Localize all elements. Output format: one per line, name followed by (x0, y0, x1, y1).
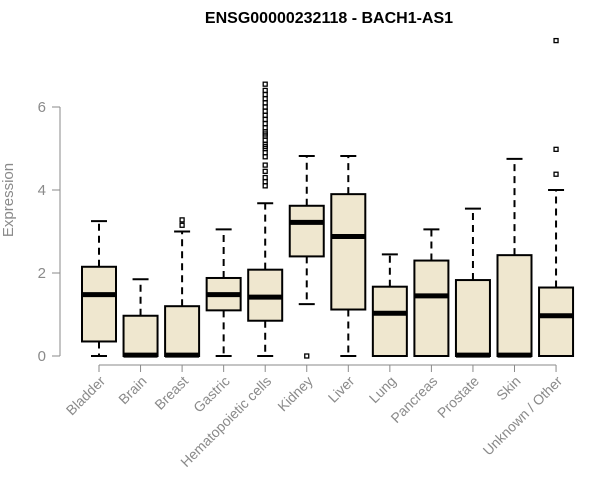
box-iqr (454, 279, 491, 357)
box-hematopoietic-cells (247, 81, 284, 357)
outlier-point (262, 87, 268, 94)
outlier-point (304, 353, 310, 359)
box-iqr (122, 314, 159, 357)
box-lung (371, 253, 408, 358)
outlier-point (262, 100, 268, 106)
box-gastric (205, 228, 242, 357)
box-breast (164, 217, 201, 358)
outlier-point (262, 108, 268, 114)
outlier-point (262, 154, 268, 160)
box-bladder (81, 220, 117, 357)
x-tick-label-breast: Breast (151, 373, 191, 413)
box-kidney (288, 154, 325, 359)
outlier-point (553, 146, 559, 152)
box-iqr (164, 305, 201, 358)
y-tick-label-2: 2 (38, 265, 46, 282)
x-tick-label-brain: Brain (115, 373, 149, 407)
box-pancreas (413, 228, 450, 357)
box-skin (496, 157, 533, 358)
y-tick-label-4: 4 (38, 182, 46, 199)
outlier-point (179, 222, 185, 228)
box-iqr (371, 285, 408, 358)
y-axis-label: Expression (0, 163, 17, 237)
box-iqr (81, 265, 117, 343)
x-tick-label-bladder: Bladder (63, 373, 109, 419)
box-unknown-other (538, 37, 575, 357)
box-prostate (454, 207, 491, 358)
outlier-point (262, 179, 268, 185)
box-iqr (413, 259, 450, 357)
outlier-point (262, 125, 268, 131)
chart-title: ENSG00000232118 - BACH1-AS1 (205, 10, 453, 27)
box-brain (122, 278, 159, 358)
x-tick-label-lung: Lung (366, 373, 399, 406)
outlier-point (262, 168, 268, 174)
outlier-point (262, 116, 268, 123)
x-tick-label-skin: Skin (493, 373, 524, 404)
box-iqr (288, 204, 325, 258)
y-tick-label-6: 6 (38, 99, 46, 116)
box-liver (330, 154, 367, 357)
outlier-point (553, 171, 559, 177)
outlier-point (262, 104, 268, 110)
y-axis: 0 2 4 6 (38, 99, 61, 365)
outlier-point (262, 174, 268, 181)
outlier-point (553, 37, 559, 44)
x-tick-label-kidney: Kidney (274, 373, 316, 415)
box-iqr (330, 193, 367, 311)
x-tick-label-liver: Liver (325, 373, 358, 406)
x-tick-label-unknown-other: Unknown / Other (480, 373, 566, 459)
outlier-point (262, 112, 268, 118)
outlier-point (262, 183, 268, 189)
outlier-point (262, 162, 268, 168)
boxes-group (81, 37, 575, 359)
y-tick-label-0: 0 (38, 348, 46, 365)
outlier-point (262, 81, 268, 87)
outlier-point (179, 217, 185, 223)
x-tick-label-prostate: Prostate (434, 373, 482, 421)
outlier-point (262, 120, 268, 127)
outlier-point (262, 91, 268, 98)
box-iqr (496, 254, 533, 357)
outlier-point (262, 149, 268, 156)
outlier-point (262, 96, 268, 102)
outlier-point (262, 137, 268, 143)
box-iqr (538, 286, 575, 357)
